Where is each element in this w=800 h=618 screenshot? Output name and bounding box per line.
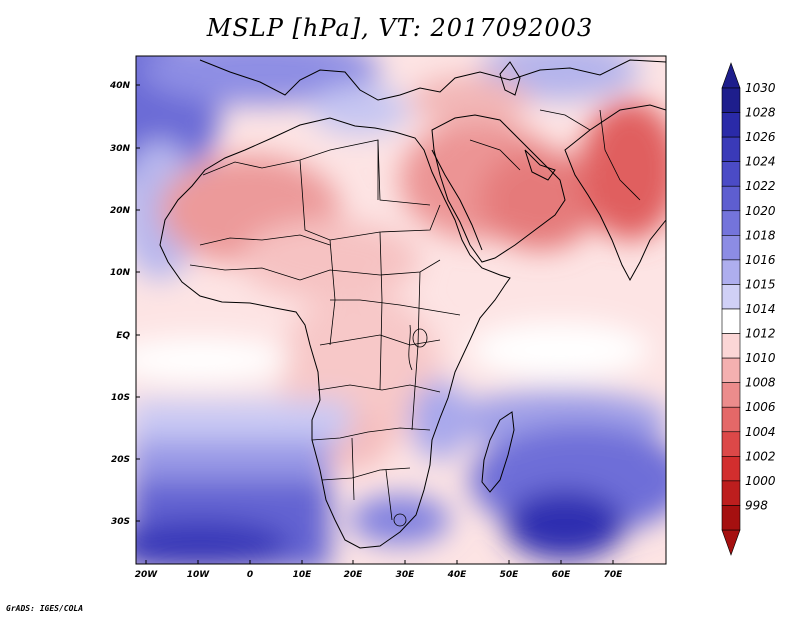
figure-title: MSLP [hPa], VT: 2017092003 — [206, 14, 594, 42]
red-sea — [431, 149, 483, 251]
colorbar-label: 1014 — [745, 302, 776, 316]
lat-tick-label: 10N — [110, 268, 131, 278]
lat-tick-label: 40N — [109, 81, 131, 91]
lon-axis: 20W 10W 0 10E 20E 30E 40E 50E 60E 70E — [135, 560, 623, 580]
colorbar-swatch — [721, 357, 741, 383]
lat-tick-label: 30S — [111, 517, 130, 527]
lon-tick-label: 20W — [135, 570, 159, 580]
colorbar-label: 1016 — [745, 253, 776, 267]
colorbar-label: 1002 — [745, 449, 776, 463]
colorbar-swatch — [721, 333, 741, 359]
lon-tick-label: 20E — [344, 570, 364, 580]
colorbar-label: 998 — [745, 498, 768, 512]
india-coastline — [564, 104, 666, 282]
colorbar-swatch — [721, 210, 741, 236]
coastlines — [159, 59, 666, 549]
lat-tick-label: 20N — [110, 206, 131, 216]
colorbar-label: 1020 — [745, 204, 776, 218]
colorbar: 1030 1028 1026 1024 1022 1020 1018 1016 1015 1014… — [721, 62, 776, 556]
lon-tick-label: 70E — [604, 570, 624, 580]
colorbar-swatch — [721, 87, 741, 113]
colorbar-label: 1030 — [745, 81, 776, 95]
madagascar-coastline — [481, 411, 515, 493]
colorbar-top-arrow — [721, 62, 741, 89]
colorbar-swatch — [721, 284, 741, 310]
colorbar-label: 1008 — [745, 376, 776, 390]
colorbar-label: 1018 — [745, 228, 776, 242]
colorbar-swatch — [721, 456, 741, 482]
colorbar-label: 1022 — [745, 179, 776, 193]
lat-tick-label: 30N — [110, 144, 131, 154]
lat-axis: 40N 30N 20N 10N EQ 10S 20S 30S — [109, 81, 140, 527]
lon-tick-label: 30E — [396, 570, 416, 580]
colorbar-swatch — [721, 259, 741, 285]
colorbar-label: 1010 — [745, 351, 776, 365]
lat-tick-label: EQ — [116, 331, 130, 341]
colorbar-bottom-arrow — [721, 529, 741, 556]
colorbar-swatch — [721, 431, 741, 457]
pressure-field — [136, 56, 666, 564]
colorbar-label: 1006 — [745, 400, 776, 414]
lon-tick-label: 40E — [447, 570, 468, 580]
arabia-coastline — [431, 114, 566, 263]
colorbar-label: 1012 — [745, 327, 776, 341]
colorbar-swatch — [721, 161, 741, 187]
colorbar-swatch — [721, 308, 741, 334]
map-frame — [135, 55, 667, 565]
caspian-coastline — [499, 61, 521, 96]
colorbar-swatch — [721, 112, 741, 138]
colorbar-label: 1000 — [745, 474, 776, 488]
colorbar-swatch — [721, 480, 741, 506]
europe-coastline — [199, 59, 666, 101]
colorbar-swatch — [721, 382, 741, 408]
lat-tick-label: 20S — [111, 455, 130, 465]
colorbar-swatch — [721, 136, 741, 162]
colorbar-swatch — [721, 235, 741, 261]
colorbar-label: 1026 — [745, 130, 776, 144]
colorbar-swatch — [721, 185, 741, 212]
colorbar-swatch — [721, 505, 741, 531]
colorbar-label: 1004 — [745, 425, 776, 439]
lon-tick-label: 50E — [500, 570, 520, 580]
africa-coastline — [159, 117, 511, 549]
lat-tick-label: 10S — [111, 393, 130, 403]
lon-tick-label: 0 — [247, 570, 253, 580]
credit-label: GrADS: IGES/COLA — [6, 604, 84, 613]
lon-tick-label: 60E — [552, 570, 572, 580]
colorbar-swatch — [721, 406, 741, 433]
persian-gulf — [524, 149, 556, 181]
colorbar-label: 1015 — [745, 277, 776, 291]
country-borders — [189, 109, 641, 527]
lon-tick-label: 10E — [293, 570, 313, 580]
colorbar-label: 1028 — [745, 106, 776, 120]
colorbar-label: 1024 — [745, 155, 776, 169]
lon-tick-label: 10W — [187, 570, 211, 580]
